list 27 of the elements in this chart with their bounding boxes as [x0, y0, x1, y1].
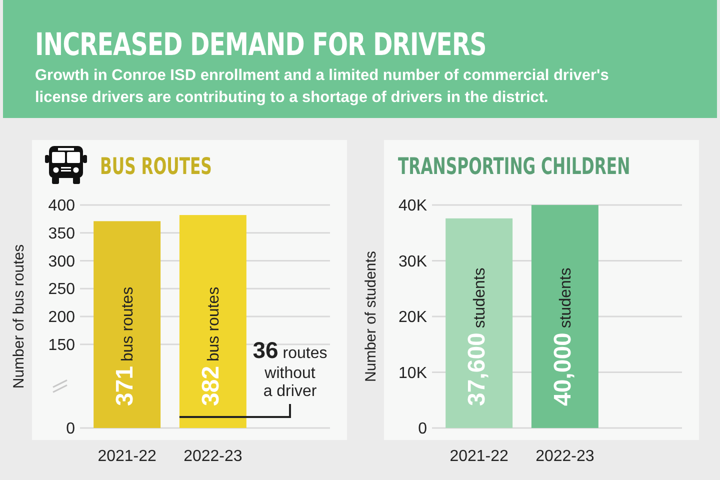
text: Growth in Conroe ISD enrollment and a limited number of commercial driver's license drivers are contributing to a shortage of drivers in the district.	[35, 67, 609, 106]
y-tick-label: 0	[418, 420, 428, 438]
y-tick-label: 300	[48, 253, 76, 270]
y-tick-label: 30K	[398, 253, 428, 270]
data-label: 40,000 students	[550, 268, 577, 406]
text: INCREASED DEMAND FOR DRIVERS	[35, 26, 486, 63]
chart-title: TRANSPORTING CHILDREN	[398, 152, 630, 180]
y-tick-label: 400	[48, 198, 76, 215]
y-tick-label: 200	[48, 309, 76, 326]
data-label: 382 bus routes	[198, 286, 225, 406]
y-tick-label: 40K	[398, 198, 428, 215]
data-label: 37,600 students	[464, 268, 491, 406]
y-tick-label: 350	[48, 225, 76, 242]
y-tick-label: 150	[48, 336, 76, 354]
y-tick-label: 250	[48, 281, 76, 298]
y-axis-title: Number of students	[362, 251, 380, 382]
data-label: 371 bus routes	[112, 286, 139, 406]
x-tick-label: 2022-23	[184, 448, 242, 465]
x-tick-label: 2021-22	[98, 448, 157, 465]
y-tick-label: 10K	[398, 364, 428, 382]
x-tick-label: 2022-23	[536, 448, 594, 465]
annotation: 36 routes without a driver	[252, 337, 328, 400]
x-tick-label: 2021-22	[450, 448, 509, 465]
y-axis-title: Number of bus routes	[10, 244, 28, 389]
chart-title: BUS ROUTES	[100, 152, 212, 180]
y-tick-label: 20K	[398, 309, 428, 326]
y-tick-label: 0	[66, 420, 76, 438]
